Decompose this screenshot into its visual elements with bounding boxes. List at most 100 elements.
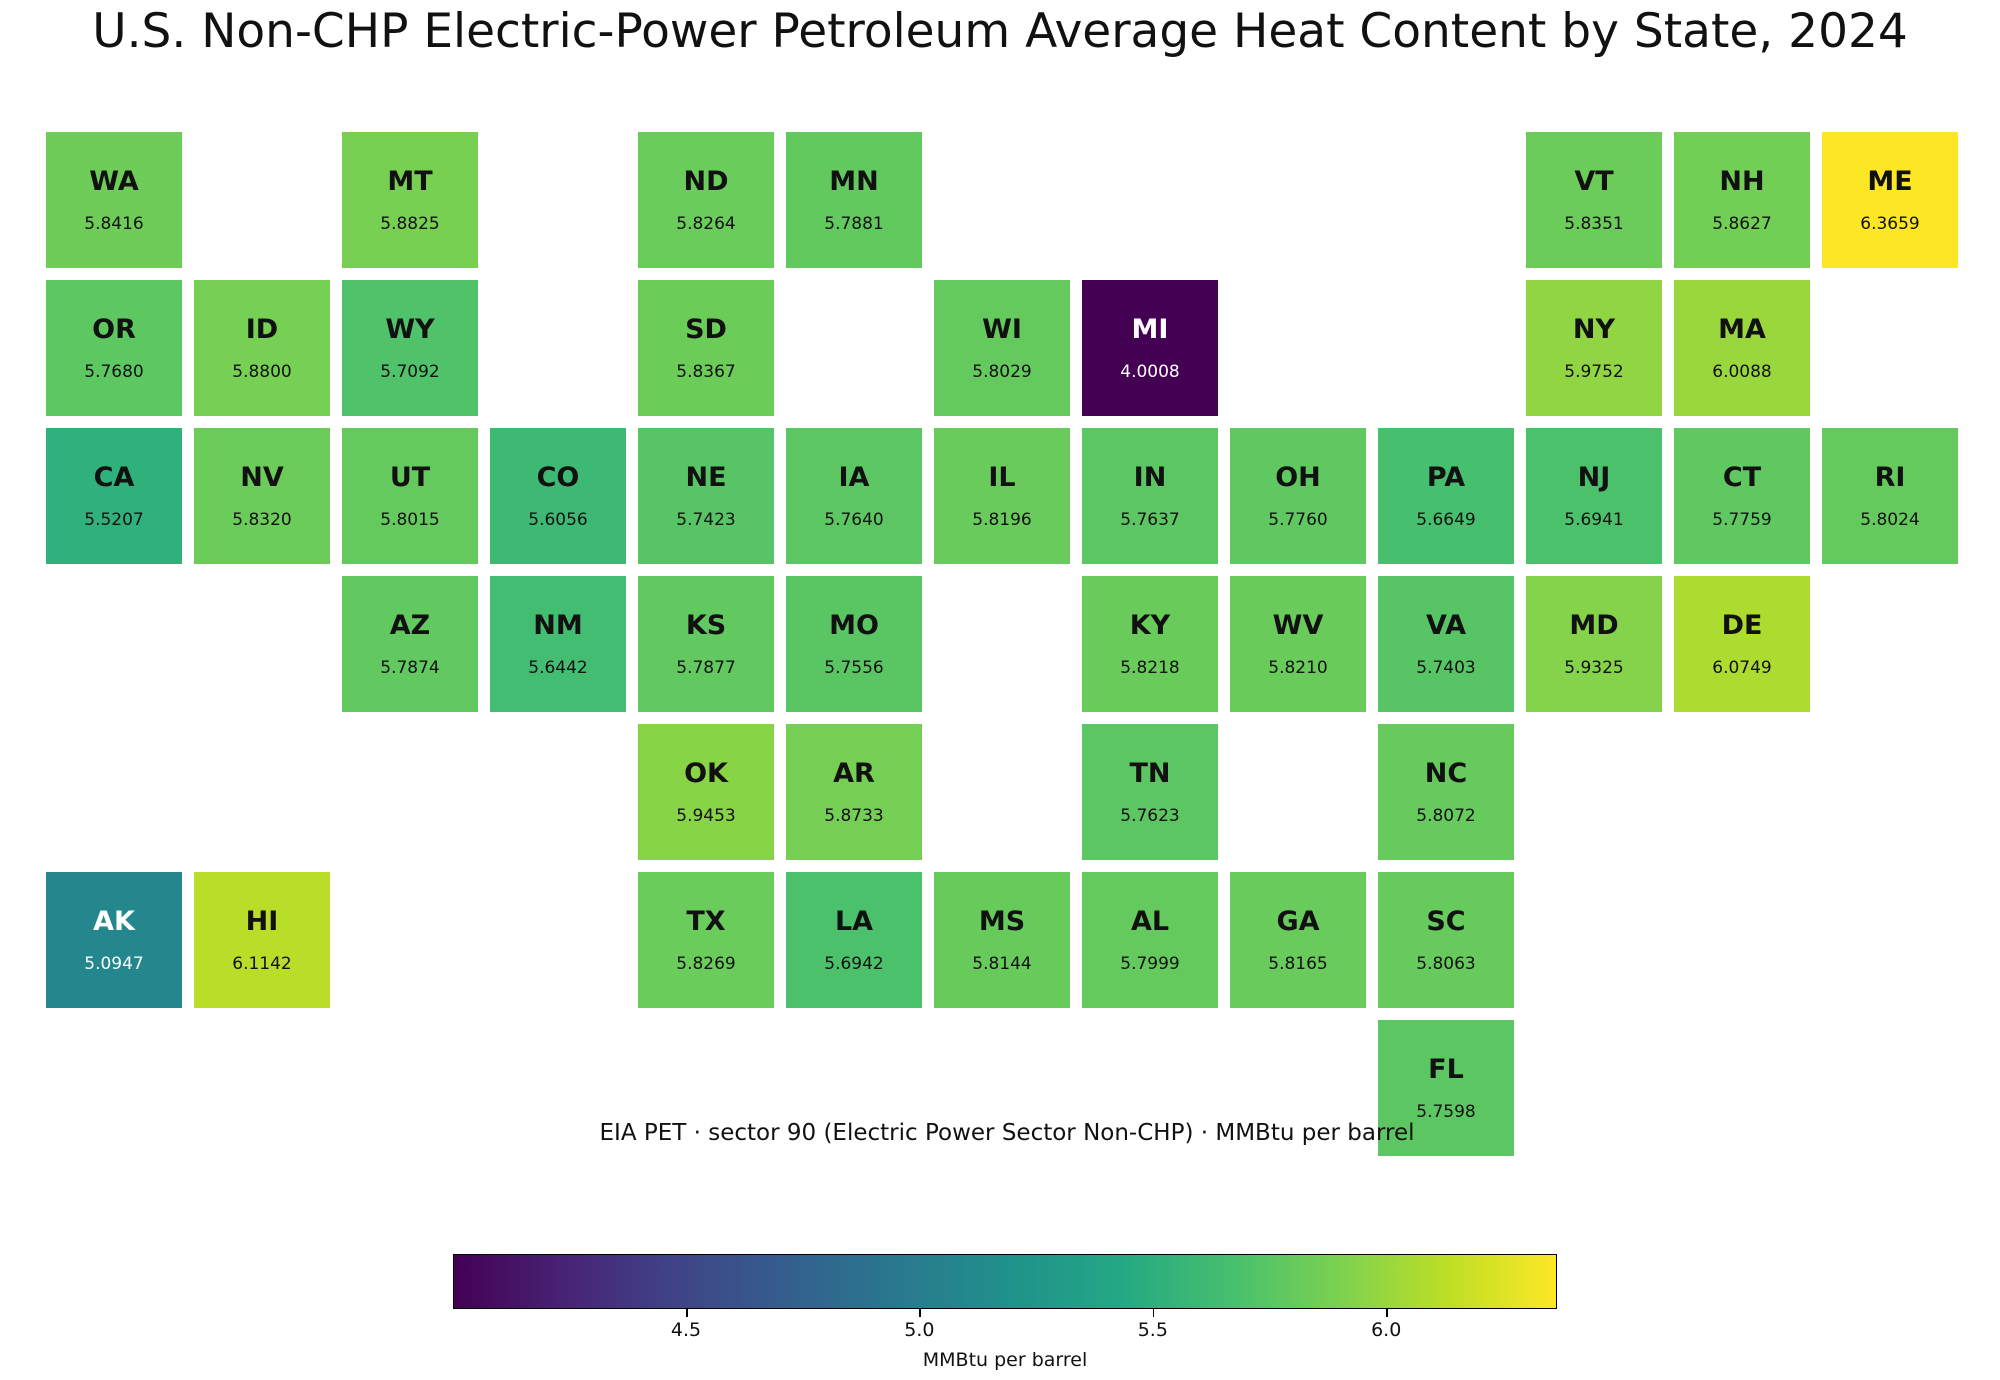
state-abbr: HI — [245, 906, 279, 937]
state-abbr: FL — [1428, 1054, 1464, 1085]
state-tile-ok: OK 5.9453 — [638, 724, 774, 860]
state-abbr: NH — [1719, 166, 1765, 197]
state-abbr: MT — [387, 166, 433, 197]
state-value: 5.9752 — [1564, 362, 1624, 382]
colorbar-tick-label: 4.5 — [670, 1319, 702, 1341]
state-abbr: VT — [1574, 166, 1614, 197]
state-value: 5.8627 — [1712, 214, 1772, 234]
state-tile-ny: NY 5.9752 — [1526, 280, 1662, 416]
state-value: 5.9325 — [1564, 658, 1624, 678]
state-abbr: OK — [684, 758, 728, 789]
state-value: 5.8029 — [972, 362, 1032, 382]
state-abbr: DE — [1721, 610, 1763, 641]
state-tile-pa: PA 5.6649 — [1378, 428, 1514, 564]
state-value: 5.6649 — [1416, 510, 1476, 530]
state-tile-va: VA 5.7403 — [1378, 576, 1514, 712]
state-value: 5.7092 — [380, 362, 440, 382]
colorbar-tick — [686, 1309, 688, 1317]
state-tile-tn: TN 5.7623 — [1082, 724, 1218, 860]
state-abbr: AR — [833, 758, 875, 789]
chart-title: U.S. Non-CHP Electric-Power Petroleum Av… — [92, 4, 1908, 59]
state-value: 5.0947 — [84, 954, 144, 974]
state-abbr: NE — [685, 462, 727, 493]
state-abbr: NC — [1424, 758, 1468, 789]
state-value: 5.7403 — [1416, 658, 1476, 678]
state-abbr: IA — [838, 462, 870, 493]
state-value: 5.8264 — [676, 214, 736, 234]
state-tile-vt: VT 5.8351 — [1526, 132, 1662, 268]
state-value: 5.8144 — [972, 954, 1032, 974]
state-tile-md: MD 5.9325 — [1526, 576, 1662, 712]
state-tile-nm: NM 5.6442 — [490, 576, 626, 712]
state-value: 5.8416 — [84, 214, 144, 234]
state-value: 5.8165 — [1268, 954, 1328, 974]
state-tile-nj: NJ 5.6941 — [1526, 428, 1662, 564]
state-value: 5.8196 — [972, 510, 1032, 530]
state-tile-wi: WI 5.8029 — [934, 280, 1070, 416]
state-abbr: SD — [685, 314, 727, 345]
state-value: 5.7881 — [824, 214, 884, 234]
state-tile-or: OR 5.7680 — [46, 280, 182, 416]
state-abbr: VA — [1426, 610, 1466, 641]
state-tile-ne: NE 5.7423 — [638, 428, 774, 564]
state-value: 5.8015 — [380, 510, 440, 530]
state-abbr: IN — [1133, 462, 1167, 493]
state-value: 5.7877 — [676, 658, 736, 678]
state-tile-la: LA 5.6942 — [786, 872, 922, 1008]
state-tile-sd: SD 5.8367 — [638, 280, 774, 416]
state-abbr: MD — [1569, 610, 1619, 641]
state-tile-ri: RI 5.8024 — [1822, 428, 1958, 564]
state-abbr: AK — [93, 906, 135, 937]
state-value: 5.7874 — [380, 658, 440, 678]
state-tile-de: DE 6.0749 — [1674, 576, 1810, 712]
state-tile-mo: MO 5.7556 — [786, 576, 922, 712]
colorbar-tick-label: 6.0 — [1371, 1319, 1402, 1341]
state-value: 6.1142 — [232, 954, 292, 974]
state-value: 5.6941 — [1564, 510, 1624, 530]
state-tile-ca: CA 5.5207 — [46, 428, 182, 564]
state-tile-nd: ND 5.8264 — [638, 132, 774, 268]
state-value: 5.7640 — [824, 510, 884, 530]
state-tile-ks: KS 5.7877 — [638, 576, 774, 712]
state-tile-oh: OH 5.7760 — [1230, 428, 1366, 564]
state-tile-ma: MA 6.0088 — [1674, 280, 1810, 416]
state-value: 5.6942 — [824, 954, 884, 974]
state-abbr: CT — [1722, 462, 1762, 493]
state-tile-mn: MN 5.7881 — [786, 132, 922, 268]
state-tile-fl: FL 5.7598 — [1378, 1020, 1514, 1156]
state-abbr: CA — [93, 462, 135, 493]
colorbar-tick — [1386, 1309, 1388, 1317]
state-value: 5.8063 — [1416, 954, 1476, 974]
state-tile-ga: GA 5.8165 — [1230, 872, 1366, 1008]
state-abbr: MN — [829, 166, 879, 197]
state-value: 5.7759 — [1712, 510, 1772, 530]
state-value: 5.8210 — [1268, 658, 1328, 678]
state-abbr: ME — [1867, 166, 1913, 197]
state-tile-me: ME 6.3659 — [1822, 132, 1958, 268]
state-abbr: MA — [1718, 314, 1766, 345]
state-abbr: WV — [1272, 610, 1324, 641]
state-tile-al: AL 5.7999 — [1082, 872, 1218, 1008]
state-tile-wy: WY 5.7092 — [342, 280, 478, 416]
state-value: 5.8800 — [232, 362, 292, 382]
colorbar-tick — [919, 1309, 921, 1317]
state-abbr: UT — [389, 462, 431, 493]
state-value: 4.0008 — [1120, 362, 1180, 382]
state-tile-ia: IA 5.7640 — [786, 428, 922, 564]
state-tile-ct: CT 5.7759 — [1674, 428, 1810, 564]
state-value: 5.7999 — [1120, 954, 1180, 974]
colorbar-tick-label: 5.0 — [904, 1319, 935, 1341]
state-abbr: NV — [240, 462, 284, 493]
state-value: 5.9453 — [676, 806, 736, 826]
state-tile-wv: WV 5.8210 — [1230, 576, 1366, 712]
state-tile-ak: AK 5.0947 — [46, 872, 182, 1008]
state-tile-ms: MS 5.8144 — [934, 872, 1070, 1008]
state-tile-nc: NC 5.8072 — [1378, 724, 1514, 860]
state-tile-ar: AR 5.8733 — [786, 724, 922, 860]
state-value: 5.5207 — [84, 510, 144, 530]
state-abbr: AL — [1130, 906, 1170, 937]
state-tile-mt: MT 5.8825 — [342, 132, 478, 268]
state-value: 5.7598 — [1416, 1102, 1476, 1122]
state-abbr: WI — [982, 314, 1022, 345]
state-value: 6.0749 — [1712, 658, 1772, 678]
